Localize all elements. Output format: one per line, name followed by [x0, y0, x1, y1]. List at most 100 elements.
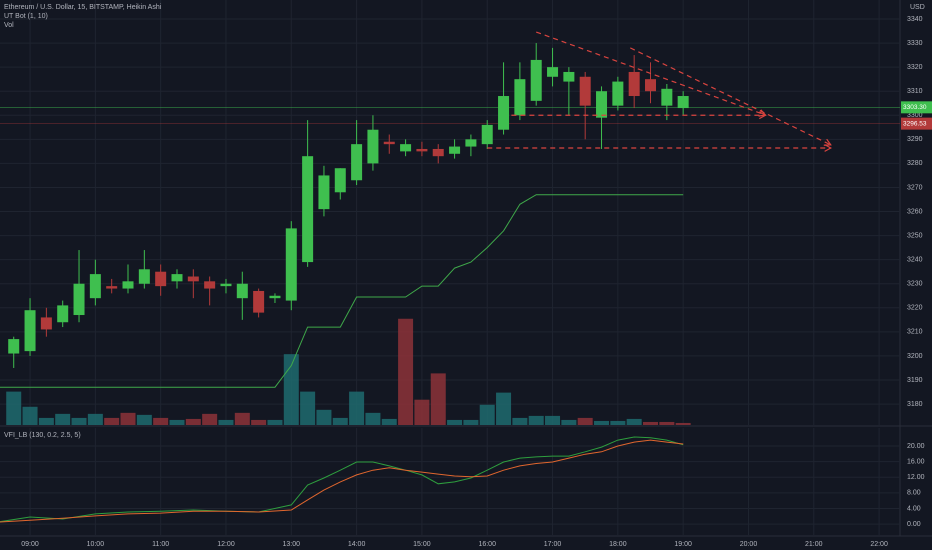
volume-bar — [365, 412, 381, 425]
volume-bar — [218, 419, 234, 425]
candle-body — [514, 79, 526, 116]
trendline-arrow — [824, 144, 833, 152]
y-tick-label: 4.00 — [907, 505, 921, 512]
candle-body — [416, 148, 428, 152]
candle-body — [155, 271, 167, 287]
candle-body — [596, 91, 608, 118]
volume-bar — [414, 399, 430, 425]
price-pane — [0, 31, 900, 388]
candle-body — [73, 283, 85, 316]
price-tag-label: 3303.30 — [903, 104, 927, 111]
candle-body — [204, 281, 216, 289]
x-tick-label: 18:00 — [609, 541, 627, 548]
candle-body — [400, 144, 412, 152]
x-tick-label: 12:00 — [217, 541, 235, 548]
volume-bar — [479, 404, 495, 425]
y-tick-label: 3270 — [907, 184, 923, 191]
y-tick-label: 0.00 — [907, 521, 921, 528]
y-tick-label: 3320 — [907, 64, 923, 71]
y-tick-label: 20.00 — [907, 443, 925, 450]
volume-bar — [267, 419, 283, 425]
candle-body — [498, 96, 510, 130]
candle-body — [302, 156, 314, 263]
volume-bar — [675, 422, 691, 425]
volume-bar — [594, 420, 610, 425]
currency-label: USD — [910, 4, 925, 11]
candle-body — [40, 317, 52, 330]
x-tick-label: 22:00 — [870, 541, 888, 548]
y-tick-label: 3330 — [907, 40, 923, 47]
volume-bar — [561, 419, 577, 425]
volume-bar — [659, 421, 675, 425]
x-tick-label: 21:00 — [805, 541, 823, 548]
trendline-arrow — [759, 111, 767, 120]
x-tick-label: 14:00 — [348, 541, 366, 548]
candle-body — [138, 269, 150, 284]
volume — [6, 318, 691, 425]
volume-bar — [316, 409, 332, 425]
candle-body — [253, 290, 265, 313]
candle-body — [187, 276, 199, 282]
candle-body — [367, 129, 379, 164]
candle-body — [318, 175, 330, 210]
indicator-line — [0, 194, 684, 388]
candle-body — [220, 283, 232, 287]
x-tick-label: 09:00 — [21, 541, 39, 548]
candle-body — [563, 71, 575, 82]
candle-body — [661, 88, 673, 106]
candle-body — [334, 168, 346, 193]
volume-bar — [283, 354, 299, 425]
x-tick-label: 16:00 — [478, 541, 496, 548]
y-tick-label: 8.00 — [907, 490, 921, 497]
volume-bar — [545, 415, 561, 425]
candle-body — [285, 228, 297, 301]
volume-bar — [169, 419, 185, 425]
y-tick-label: 3310 — [907, 88, 923, 95]
y-tick-label: 3220 — [907, 305, 923, 312]
volume-bar — [349, 391, 365, 425]
indicator-label: UT Bot (1, 10) — [4, 13, 48, 20]
y-tick-label: 3210 — [907, 329, 923, 336]
y-tick-label: 12.00 — [907, 474, 925, 481]
candle-body — [351, 144, 363, 181]
y-tick-label: 3260 — [907, 208, 923, 215]
x-tick-label: 19:00 — [674, 541, 692, 548]
candle-body — [579, 76, 591, 106]
trendline — [536, 31, 766, 116]
candle-body — [106, 286, 118, 289]
y-tick-label: 3190 — [907, 377, 923, 384]
volume-bar — [202, 413, 218, 425]
candle-body — [8, 339, 20, 354]
volume-bar — [120, 412, 136, 425]
price-tag — [901, 101, 932, 114]
candle-body — [122, 281, 134, 289]
volume-label: Vol — [4, 22, 14, 29]
volume-bar — [398, 318, 414, 425]
volume-bar — [185, 418, 201, 425]
y-tick-label: 16.00 — [907, 458, 925, 465]
volume-bar — [577, 417, 593, 425]
x-tick-label: 11:00 — [152, 541, 169, 548]
x-tick-label: 17:00 — [544, 541, 562, 548]
x-tick-label: 10:00 — [87, 541, 105, 548]
candle-body — [645, 79, 657, 92]
candle-body — [677, 96, 689, 109]
volume-bar — [300, 391, 316, 425]
candle-body — [269, 295, 281, 299]
volume-bar — [610, 420, 626, 425]
volume-bar — [643, 421, 659, 425]
volume-bar — [447, 419, 463, 425]
y-tick-label: 3250 — [907, 232, 923, 239]
y-tick-label: 3290 — [907, 136, 923, 143]
vfi-pane — [0, 436, 684, 523]
volume-bar — [38, 417, 54, 425]
candle-body — [465, 139, 477, 147]
candle-body — [612, 81, 624, 106]
trendline — [629, 47, 832, 146]
chart-title: Ethereum / U.S. Dollar, 15, BITSTAMP, He… — [4, 4, 162, 11]
x-tick-label: 13:00 — [283, 541, 301, 548]
volume-bar — [251, 419, 267, 425]
candle-body — [236, 283, 248, 299]
